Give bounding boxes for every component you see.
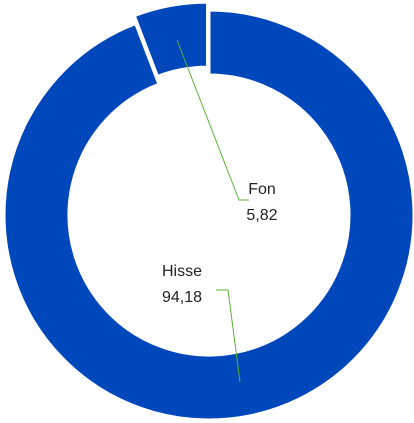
slice-label: Hisse xyxy=(162,263,202,280)
slice xyxy=(2,8,414,422)
slice xyxy=(132,0,210,79)
slice-value-label: 94,18 xyxy=(162,289,202,306)
slice-value-label: 5,82 xyxy=(246,207,277,224)
leader-line xyxy=(176,39,249,201)
leader-line xyxy=(216,289,241,383)
slice-label: Fon xyxy=(248,181,276,198)
